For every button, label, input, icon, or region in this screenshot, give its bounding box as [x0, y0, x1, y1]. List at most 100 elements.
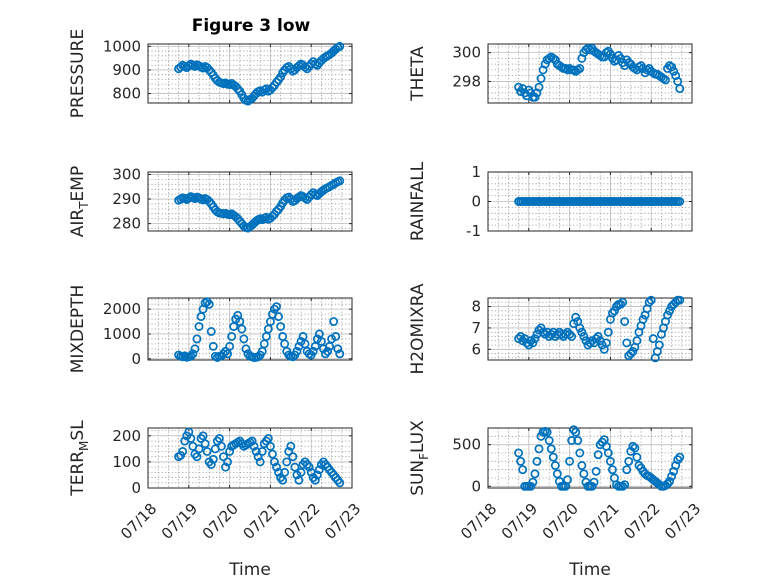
data-point	[251, 447, 261, 456]
data-point	[530, 469, 540, 479]
data-point	[308, 346, 318, 356]
data-point	[278, 475, 288, 485]
y-tick-label: 300	[112, 165, 141, 183]
data-point	[221, 462, 230, 472]
y-axis-label-main: AIR	[68, 209, 88, 238]
data-point	[204, 299, 214, 309]
data-point	[567, 332, 577, 341]
data-point	[585, 338, 595, 348]
data-point	[261, 212, 271, 222]
y-tick-label: 200	[112, 427, 141, 445]
data-point	[247, 436, 257, 446]
data-point	[331, 331, 341, 341]
data-point	[669, 66, 679, 76]
data-point	[267, 449, 277, 459]
data-point	[184, 61, 194, 71]
data-point	[335, 478, 345, 488]
data-point	[644, 297, 654, 307]
data-point	[306, 59, 316, 69]
y-tick-label: -1	[466, 222, 481, 240]
data-point	[575, 64, 585, 73]
y-axis-label: SUNFLUX	[408, 420, 431, 496]
data-point	[200, 439, 210, 449]
data-point	[257, 447, 267, 456]
subplot-air_temp: 280 290 300 AIRTEMP	[68, 165, 353, 238]
data-point	[579, 469, 589, 479]
data-point	[176, 62, 186, 72]
data-point	[661, 75, 670, 85]
data-point	[530, 92, 540, 102]
y-tick-label: 298	[452, 72, 481, 90]
data-point	[577, 327, 587, 337]
y-tick-label: 0	[131, 350, 141, 368]
data-point	[190, 61, 200, 71]
data-point	[335, 41, 345, 51]
data-point	[214, 433, 224, 443]
data-point	[206, 327, 216, 336]
data-point	[272, 462, 281, 472]
y-axis-label: THETA	[408, 46, 428, 102]
subplot-rainfall: -1 0 1 RAINFALL	[408, 161, 693, 241]
data-point	[675, 295, 685, 305]
data-point	[563, 475, 573, 485]
data-point	[178, 447, 188, 456]
data-point	[186, 433, 196, 443]
data-point	[665, 306, 675, 316]
y-axis-label-subscript: F	[417, 453, 431, 460]
data-point	[239, 334, 249, 344]
data-point	[518, 465, 528, 475]
data-point	[335, 349, 345, 359]
data-point	[225, 341, 235, 351]
data-point	[276, 322, 286, 331]
subplot-pressure: 800 900 1000 PRESSURE	[68, 29, 353, 118]
data-point	[296, 467, 306, 477]
data-point	[208, 341, 218, 351]
data-point	[571, 427, 581, 437]
data-point	[593, 450, 603, 460]
data-point	[233, 84, 243, 94]
data-point	[546, 444, 556, 454]
data-point	[261, 84, 271, 94]
y-tick-label: 1000	[103, 37, 141, 55]
y-axis-label-subscript: M	[77, 441, 91, 451]
data-point	[288, 352, 298, 362]
data-point	[249, 441, 259, 451]
data-point	[667, 471, 677, 481]
data-point	[280, 467, 290, 477]
y-axis-label: RAINFALL	[408, 161, 428, 241]
data-point	[628, 346, 638, 356]
data-point	[626, 349, 636, 359]
data-point	[274, 467, 284, 477]
data-point	[292, 346, 302, 356]
data-point	[675, 84, 685, 94]
data-point	[530, 334, 540, 344]
subplot-theta: 298 300 THETA	[408, 43, 693, 104]
data-point	[276, 72, 286, 82]
data-point	[194, 322, 204, 331]
data-point	[616, 299, 626, 309]
y-axis-label: PRESSURE	[68, 29, 88, 118]
data-point	[194, 444, 204, 454]
y-tick-label: 2000	[103, 300, 141, 318]
y-tick-label: 900	[112, 61, 141, 79]
data-point	[227, 331, 237, 341]
y-tick-label: 0	[131, 479, 141, 497]
data-point	[241, 344, 251, 354]
data-point	[665, 476, 675, 486]
data-point	[208, 454, 218, 464]
data-point	[528, 477, 538, 487]
data-point	[263, 433, 273, 443]
data-point	[310, 475, 320, 485]
data-point	[323, 346, 332, 356]
data-point	[223, 457, 233, 467]
data-point	[253, 352, 263, 362]
data-point	[312, 470, 322, 480]
data-point	[536, 74, 546, 83]
y-axis-label-tail: EMP	[68, 166, 88, 202]
data-point	[579, 332, 589, 341]
axis-frame	[487, 297, 693, 361]
data-point	[620, 317, 630, 326]
x-axis-label: Time	[568, 560, 611, 580]
data-point	[538, 327, 548, 337]
